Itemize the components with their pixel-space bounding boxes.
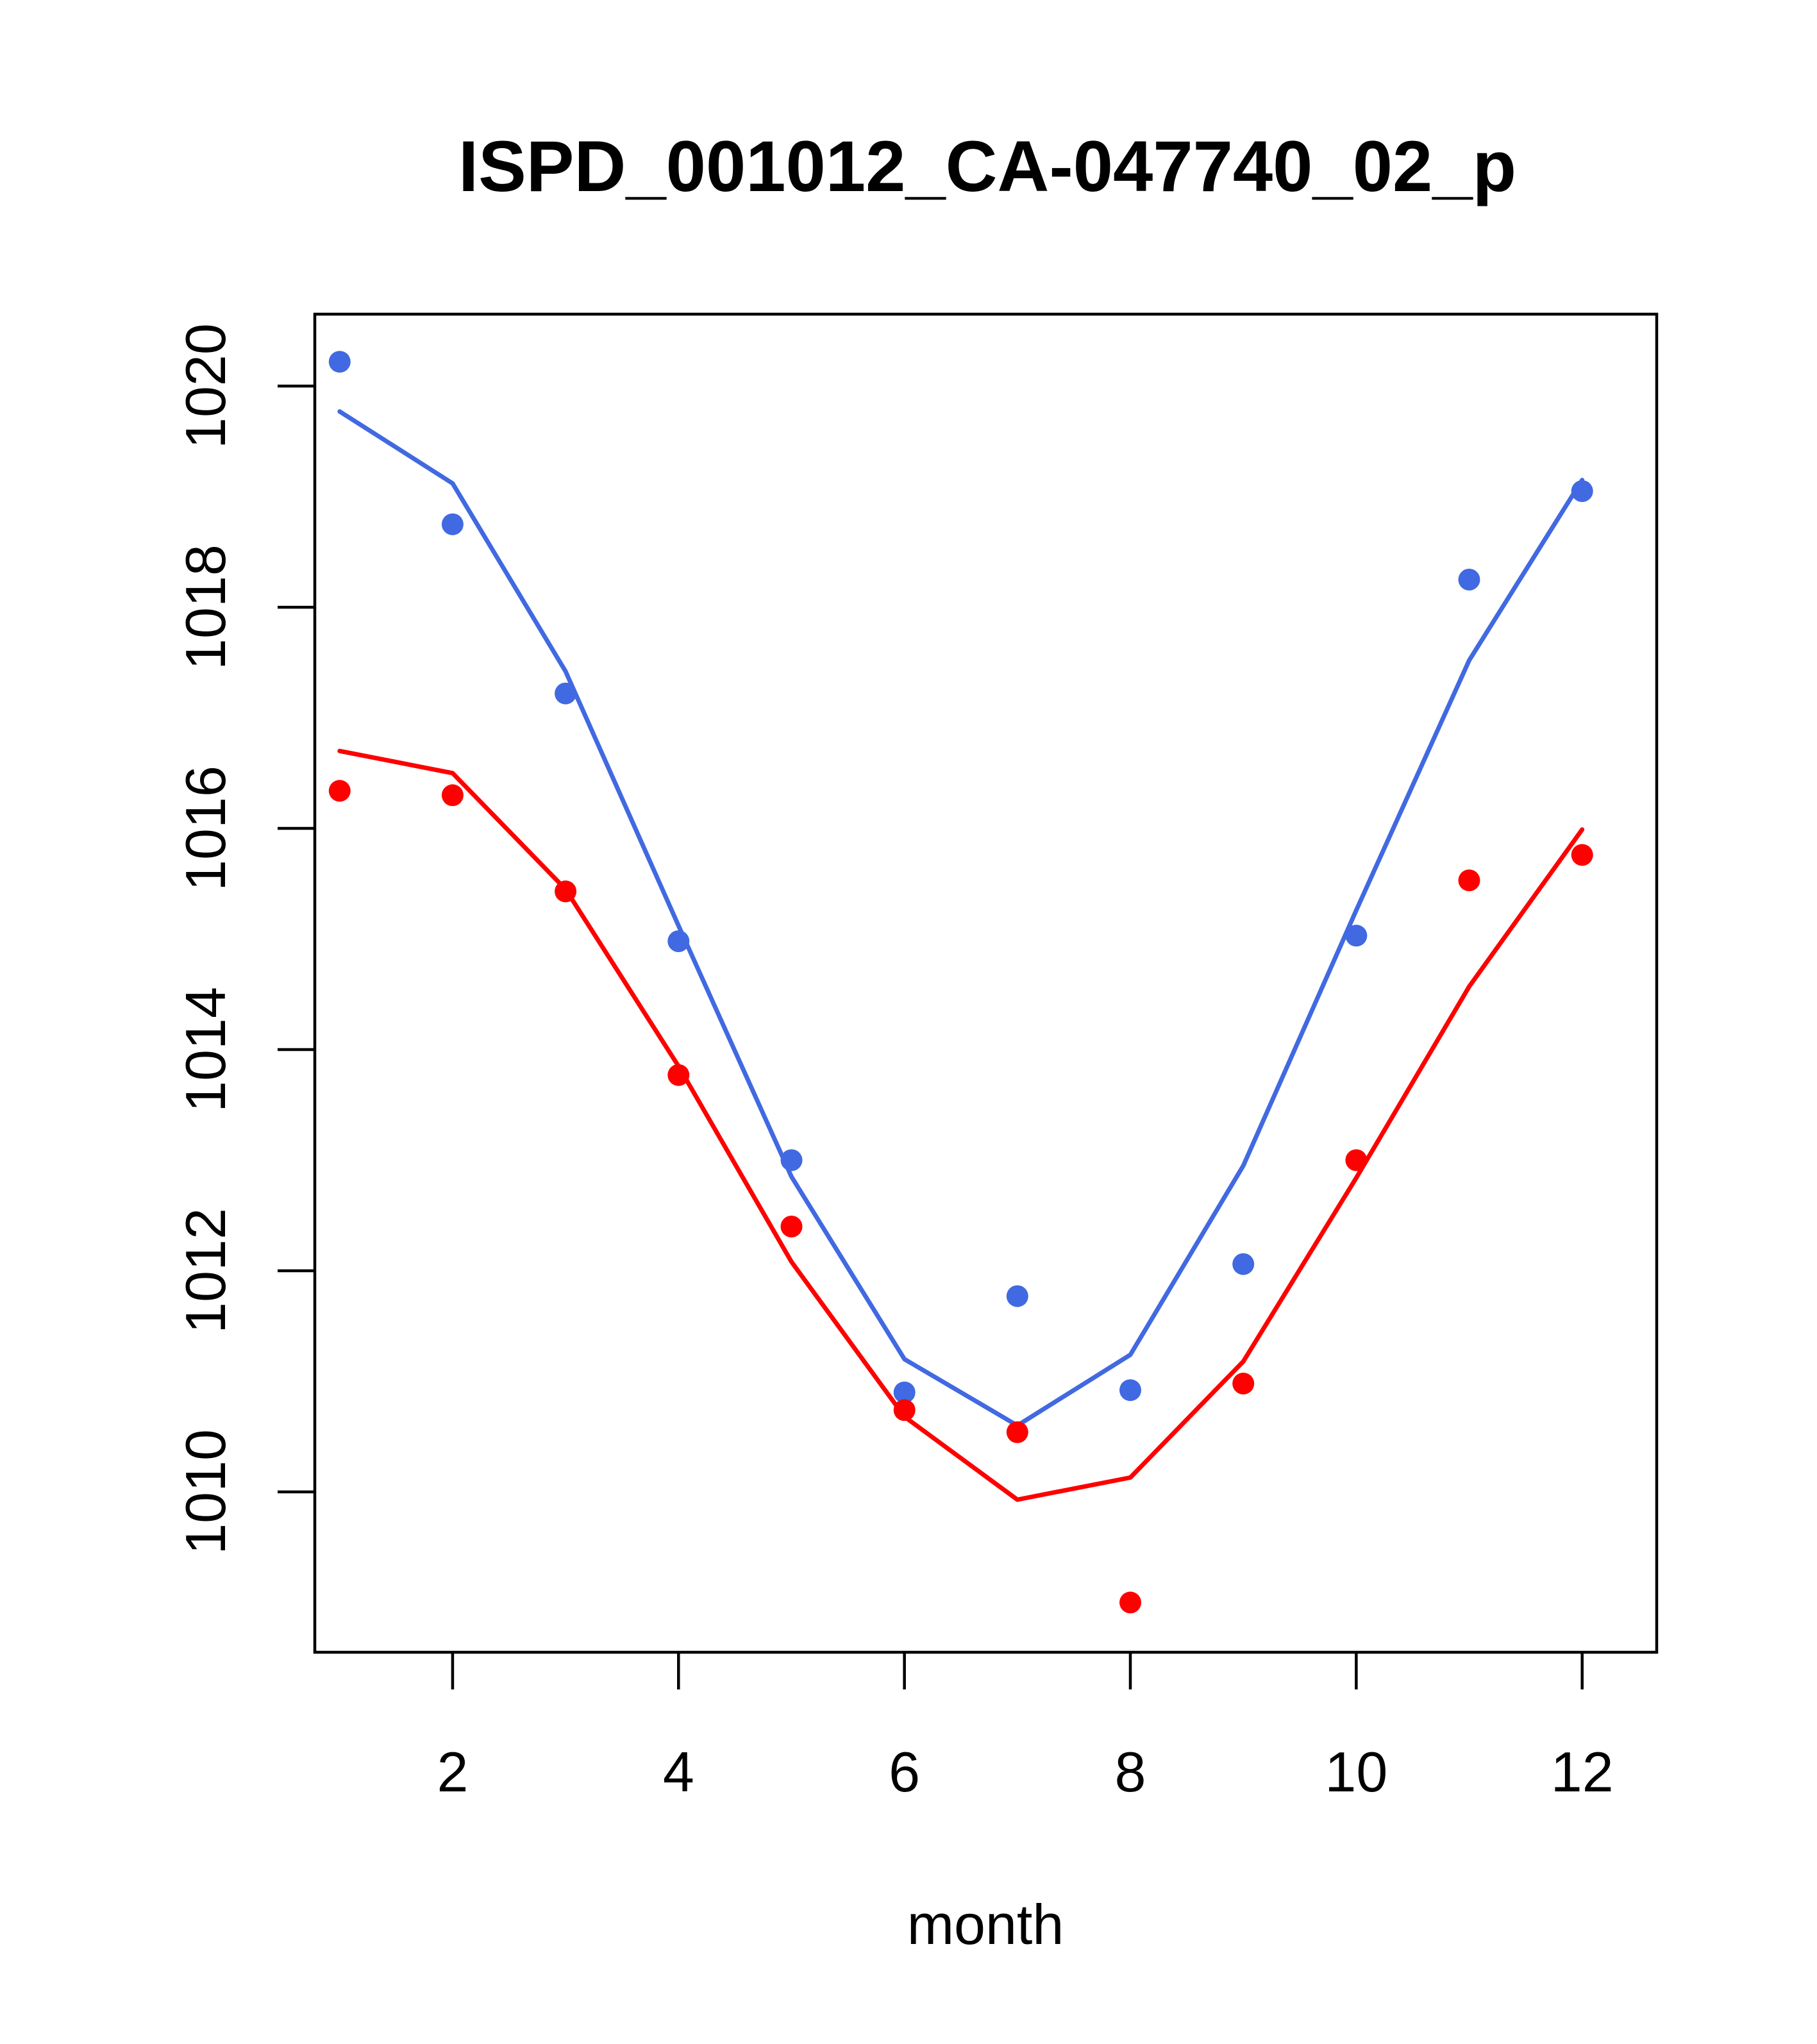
series-0-point: [555, 682, 577, 705]
series-0-point: [441, 513, 464, 535]
x-tick-label: 8: [1115, 1740, 1146, 1804]
series-0-point: [1119, 1379, 1141, 1402]
y-tick-label: 1012: [174, 1208, 237, 1334]
series-0-point: [328, 351, 351, 373]
series-0-point: [667, 930, 690, 952]
series-0-point: [1571, 480, 1593, 502]
plot-frame: [313, 312, 1659, 1654]
x-tick-label: 12: [1551, 1740, 1614, 1804]
series-0: [328, 351, 1593, 1428]
series-1-point: [1232, 1372, 1255, 1395]
series-0-point: [893, 1381, 916, 1403]
series-1-point: [441, 784, 464, 807]
chart-title: ISPD_001012_CA-047740_02_p: [458, 126, 1516, 206]
x-tick-label: 10: [1325, 1740, 1387, 1804]
series-0-fit-line: [337, 409, 1585, 1428]
series-1: [328, 748, 1593, 1614]
series-1-point: [780, 1216, 803, 1237]
series-0-point: [1458, 569, 1480, 591]
y-tick-label: 1014: [174, 987, 237, 1112]
series-0-point: [1345, 925, 1368, 947]
series-0-point: [780, 1149, 803, 1171]
x-axis-label: month: [907, 1893, 1064, 1956]
series-1-point: [1006, 1421, 1028, 1443]
x-axis: 2 4 6 8 10 12: [437, 1652, 1614, 1804]
series-1-point: [1458, 869, 1480, 892]
series-0-point: [1006, 1285, 1028, 1307]
x-tick-label: 4: [663, 1740, 694, 1804]
series-1-point: [1345, 1149, 1368, 1171]
y-tick-label: 1010: [174, 1429, 237, 1555]
y-tick-label: 1018: [174, 544, 237, 670]
series-layer: [328, 351, 1593, 1614]
series-1-point: [555, 880, 577, 903]
y-axis: 1010 1012 1014 1016 1018 1020: [174, 323, 315, 1555]
y-tick-label: 1020: [174, 323, 237, 449]
series-0-point: [1232, 1253, 1255, 1275]
series-1-point: [1119, 1591, 1141, 1614]
y-tick-label: 1016: [174, 766, 237, 891]
series-1-fit-line: [337, 748, 1585, 1502]
series-1-point: [893, 1399, 916, 1421]
series-1-point: [328, 780, 351, 802]
x-tick-label: 6: [889, 1740, 920, 1804]
series-1-point: [1571, 844, 1593, 866]
x-tick-label: 2: [437, 1740, 468, 1804]
series-1-point: [667, 1064, 690, 1086]
